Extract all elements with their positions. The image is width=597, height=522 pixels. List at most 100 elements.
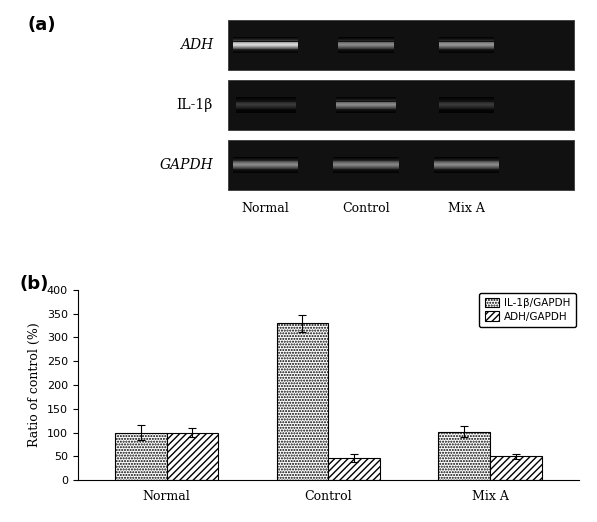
Bar (236, 105, 296, 106)
Bar (236, 108, 296, 109)
Bar (336, 101, 396, 102)
Bar (433, 160, 499, 161)
Legend: IL-1β/GAPDH, ADH/GAPDH: IL-1β/GAPDH, ADH/GAPDH (479, 293, 576, 327)
Bar (439, 100, 494, 101)
Bar (338, 43, 393, 44)
Bar (338, 46, 393, 47)
Bar (233, 157, 298, 158)
Bar (333, 168, 399, 169)
Bar (233, 37, 298, 38)
Bar (338, 50, 393, 51)
Bar (233, 162, 298, 163)
Bar (433, 167, 499, 168)
Text: GAPDH: GAPDH (159, 158, 213, 172)
Bar (338, 44, 393, 45)
Bar (115, 433, 167, 480)
Bar (490, 456, 542, 480)
Bar (439, 101, 494, 102)
Bar (236, 102, 296, 103)
Bar (439, 46, 494, 47)
Bar (439, 99, 494, 100)
Bar (439, 48, 494, 49)
Bar (333, 171, 399, 172)
Bar (338, 51, 393, 52)
Bar (336, 107, 396, 108)
Bar (233, 45, 298, 46)
Bar (233, 158, 298, 159)
Bar (433, 165, 499, 166)
Bar (333, 165, 399, 166)
Bar (433, 166, 499, 167)
Bar (333, 166, 399, 167)
Bar (439, 109, 494, 110)
Bar (439, 37, 494, 38)
Bar (233, 46, 298, 47)
Text: (b): (b) (20, 275, 50, 292)
Bar (336, 103, 396, 104)
Bar (439, 49, 494, 50)
Bar (439, 52, 494, 53)
Bar (333, 161, 399, 162)
Bar (233, 50, 298, 51)
Bar (333, 162, 399, 163)
Bar (439, 39, 494, 40)
Bar (233, 166, 298, 167)
Bar (336, 106, 396, 107)
Bar (228, 80, 574, 129)
Bar (336, 100, 396, 101)
Bar (336, 97, 396, 98)
Bar (233, 169, 298, 170)
Bar (233, 48, 298, 49)
Bar (336, 108, 396, 109)
Bar (439, 45, 494, 46)
Bar (439, 112, 494, 113)
Bar (439, 111, 494, 112)
Bar (439, 97, 494, 98)
Bar (336, 112, 396, 113)
Bar (433, 170, 499, 171)
Bar (336, 102, 396, 103)
Bar (338, 48, 393, 49)
Bar (233, 160, 298, 161)
Bar (233, 52, 298, 53)
Bar (236, 101, 296, 102)
Text: ADH: ADH (180, 38, 213, 52)
Bar (233, 171, 298, 172)
Bar (439, 108, 494, 109)
Bar (233, 161, 298, 162)
Bar (333, 169, 399, 170)
Bar (439, 105, 494, 106)
Text: Control: Control (342, 201, 390, 215)
Bar (233, 168, 298, 169)
Bar (233, 51, 298, 52)
Bar (236, 97, 296, 98)
Text: IL-1β: IL-1β (177, 98, 213, 112)
Bar (233, 164, 298, 165)
Bar (333, 157, 399, 158)
Bar (439, 42, 494, 43)
Text: Mix A: Mix A (448, 201, 485, 215)
Bar (439, 51, 494, 52)
Bar (433, 158, 499, 159)
Bar (236, 99, 296, 100)
Bar (439, 43, 494, 44)
Bar (233, 163, 298, 164)
Bar (439, 110, 494, 111)
Bar (336, 110, 396, 111)
Bar (236, 110, 296, 111)
Bar (233, 40, 298, 41)
Bar (336, 111, 396, 112)
Bar (433, 169, 499, 170)
Bar (233, 47, 298, 48)
Bar (233, 167, 298, 168)
Bar (233, 49, 298, 50)
Bar (433, 164, 499, 165)
Bar (233, 44, 298, 45)
Bar (236, 98, 296, 99)
Bar (439, 106, 494, 107)
Bar (433, 157, 499, 158)
Bar (338, 47, 393, 48)
Bar (338, 49, 393, 50)
Bar (336, 109, 396, 110)
Bar (439, 103, 494, 104)
